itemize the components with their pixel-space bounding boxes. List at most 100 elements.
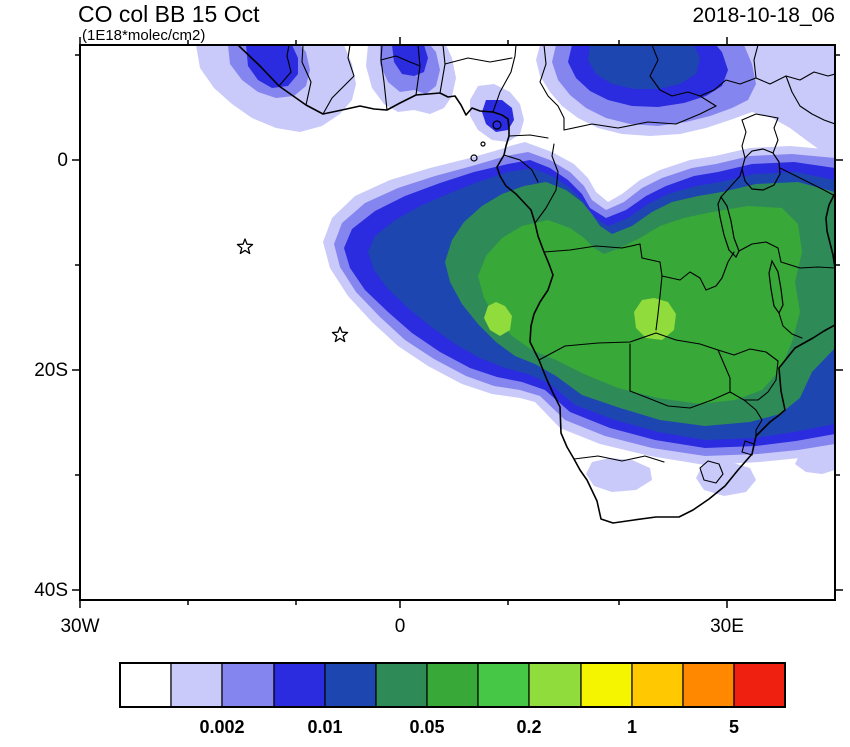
- top-minor-ticks: [187, 40, 620, 45]
- country-border: [322, 45, 355, 115]
- map-line-layer: [237, 45, 835, 524]
- country-border: [655, 275, 663, 331]
- left-minor-ticks: [75, 54, 80, 476]
- country-border: [779, 167, 835, 197]
- country-border: [717, 349, 731, 393]
- contour-spot-lightgreen-2: [634, 298, 676, 340]
- colorbar-cell: [733, 662, 786, 708]
- country-border: [649, 45, 715, 97]
- principe-island: [480, 141, 486, 147]
- right-minor-ticks: [835, 54, 840, 476]
- colorbar-label: 0.2: [516, 717, 541, 737]
- axis-ticks: [72, 37, 843, 608]
- africa-coastline: [237, 45, 835, 524]
- contour-region-navy-sudan: [588, 45, 700, 89]
- contour-region-blue-cameroon: [482, 100, 514, 132]
- star-marker-st-helena: [331, 326, 349, 343]
- contour-region-lavender-south-3: [795, 452, 835, 474]
- colorbar-outline: [119, 662, 786, 708]
- colorbar-cell: [221, 662, 275, 708]
- colorbar-cell: [119, 662, 172, 708]
- island-markers: [236, 238, 349, 343]
- colorbar-label: 0.01: [307, 717, 342, 737]
- country-border: [492, 45, 517, 113]
- y-axis-label-40s: 40S: [34, 580, 68, 601]
- country-border: [539, 45, 565, 131]
- plot-timestamp: 2018-10-18_06: [693, 4, 835, 27]
- country-border-lesotho: [699, 460, 724, 484]
- colorbar-cell: [631, 662, 684, 708]
- sao-tome-island: [470, 154, 478, 162]
- x-axis-label-0: 0: [395, 616, 406, 637]
- country-border: [629, 390, 731, 409]
- colorbar-label: 0.05: [409, 717, 444, 737]
- country-border: [729, 391, 763, 437]
- colorbar-cell: [324, 662, 377, 708]
- bottom-minor-ticks: [187, 600, 620, 605]
- colorbar: 0.002 0.01 0.05 0.2 1 5: [119, 662, 786, 737]
- colorbar-label: 5: [729, 717, 739, 737]
- country-border: [661, 251, 735, 291]
- country-border-swaziland: [741, 440, 755, 456]
- x-axis-label-30e: 30E: [710, 616, 744, 637]
- country-border: [772, 117, 779, 154]
- bioko-island: [492, 120, 502, 130]
- country-border: [508, 134, 549, 139]
- contour-region-lavender-south-2: [696, 462, 756, 496]
- east-africa-coastline: [825, 192, 835, 269]
- country-border: [534, 143, 559, 224]
- country-border: [444, 57, 513, 65]
- colorbar-label: 1: [627, 717, 637, 737]
- country-border: [573, 455, 665, 463]
- contour-region-lavender-south-1: [586, 458, 652, 492]
- colorbar-cell: [682, 662, 735, 708]
- country-border: [778, 312, 803, 339]
- country-border: [743, 360, 779, 401]
- country-border: [720, 168, 743, 198]
- plot-title: CO col BB 15 Oct: [78, 1, 260, 27]
- colorbar-cell: [528, 662, 582, 708]
- plot-units-label: (1E18*molec/cm2): [82, 27, 205, 44]
- colorbar-label: 0.002: [199, 717, 244, 737]
- colorbar-cell: [426, 662, 479, 708]
- country-border: [655, 332, 719, 351]
- right-major-ticks: [835, 159, 843, 591]
- country-border: [278, 45, 292, 87]
- colorbar-cell: [375, 662, 428, 708]
- country-border: [503, 154, 539, 183]
- country-border: [741, 119, 747, 159]
- colorbar-cell: [580, 662, 633, 708]
- country-border: [380, 55, 421, 67]
- bottom-major-ticks: [79, 600, 728, 608]
- country-border: [563, 105, 717, 131]
- country-border: [380, 45, 388, 111]
- country-border: [713, 71, 835, 91]
- country-border: [753, 45, 759, 79]
- country-border: [717, 348, 779, 362]
- contour-region-blue-guinea: [246, 45, 298, 88]
- lake-tanganyika: [717, 195, 740, 259]
- colorbar-cell: [273, 662, 326, 708]
- lake-victoria: [741, 148, 781, 191]
- plot-frame: [79, 44, 836, 601]
- country-border: [699, 95, 717, 107]
- contour-spot-lightgreen-1: [484, 302, 512, 336]
- country-border: [780, 261, 835, 269]
- y-axis-label-0: 0: [57, 150, 68, 171]
- star-marker-ascension: [236, 238, 254, 255]
- country-border: [738, 241, 782, 263]
- country-border: [301, 45, 312, 106]
- left-major-ticks: [72, 159, 80, 591]
- y-axis-label-20s: 20S: [34, 360, 68, 381]
- country-border: [543, 243, 663, 277]
- colorbar-cell: [477, 662, 530, 708]
- x-axis-label-30w: 30W: [60, 616, 99, 637]
- country-border: [741, 113, 779, 121]
- contour-fill-layer: [196, 45, 835, 496]
- top-major-ticks: [79, 37, 728, 45]
- country-border: [538, 332, 657, 361]
- axis-labels: 0 20S 40S 30W 0 30E: [34, 150, 744, 637]
- country-border: [785, 75, 835, 125]
